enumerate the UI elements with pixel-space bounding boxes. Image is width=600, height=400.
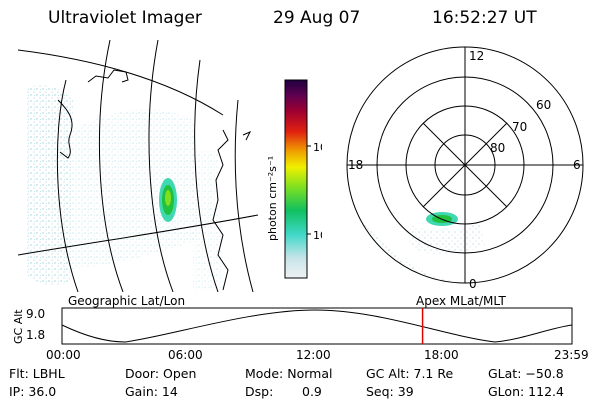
gc-alt-info: GC Alt: 7.1 Re: [366, 366, 454, 381]
mlt-label-12: 12: [469, 49, 484, 63]
app-title: Ultraviolet Imager: [48, 8, 202, 28]
colorbar: 100 10 photon cm⁻²s⁻¹: [266, 79, 322, 279]
timeline-ytick-low: 1.8: [26, 328, 45, 342]
mlat-label-70: 70: [512, 120, 527, 134]
geographic-map: [18, 40, 259, 292]
time-tick-2359: 23:59: [554, 348, 589, 362]
timeline-frame: [61, 307, 573, 345]
timeline-axis-label: GC Alt: [12, 309, 25, 344]
colorbar-tick-100: 100: [313, 141, 322, 154]
time-tick-1800: 18:00: [424, 348, 459, 362]
longitude-lines: [56, 40, 254, 292]
orbit-timeline: GC Alt 9.0 1.8: [12, 307, 573, 345]
coastline-north: [87, 69, 129, 83]
ip-info: IP: 36.0: [9, 384, 57, 399]
mlt-label-6: 6: [573, 158, 581, 172]
date-label: 29 Aug 07: [273, 8, 361, 28]
colorbar-tick-10: 10: [313, 229, 322, 242]
filter-info: Flt: LBHL: [9, 366, 65, 381]
glon-info: GLon: 112.4: [488, 384, 564, 399]
diffuse-emission-left: [26, 84, 73, 286]
seq-info: Seq: 39: [366, 384, 414, 399]
mode-info: Mode: Normal: [245, 366, 333, 381]
door-info: Door: Open: [125, 366, 197, 381]
timeline-ytick-high: 9.0: [26, 307, 45, 321]
diffuse-emission-swath: [70, 109, 198, 270]
time-tick-0600: 06:00: [168, 348, 203, 362]
time-tick-0000: 00:00: [46, 348, 81, 362]
geographic-label: Geographic Lat/Lon: [68, 294, 186, 308]
colorbar-gradient: [284, 79, 308, 279]
mlat-label-80: 80: [490, 141, 505, 155]
polar-grid: [346, 46, 584, 284]
mlt-label-0: 0: [469, 277, 477, 291]
coastline-east: [212, 129, 229, 291]
time-label: 16:52:27 UT: [432, 8, 537, 28]
dsp-label: Dsp:: [245, 384, 274, 399]
colorbar-label: photon cm⁻²s⁻¹: [266, 156, 279, 241]
mlat-label-60: 60: [536, 98, 551, 112]
time-tick-1200: 12:00: [296, 348, 331, 362]
polar-plot: 12 18 6 0 60 70 80: [346, 46, 584, 291]
altitude-curve: [61, 309, 573, 343]
latitude-line-lower: [18, 214, 259, 256]
coastline-west: [57, 99, 73, 159]
dsp-value: 0.9: [302, 384, 322, 399]
glat-info: GLat: −50.8: [488, 366, 564, 381]
apex-label: Apex MLat/MLT: [416, 294, 506, 308]
mlt-label-18: 18: [348, 158, 363, 172]
latitude-line-upper: [18, 49, 224, 116]
gain-info: Gain: 14: [125, 384, 178, 399]
